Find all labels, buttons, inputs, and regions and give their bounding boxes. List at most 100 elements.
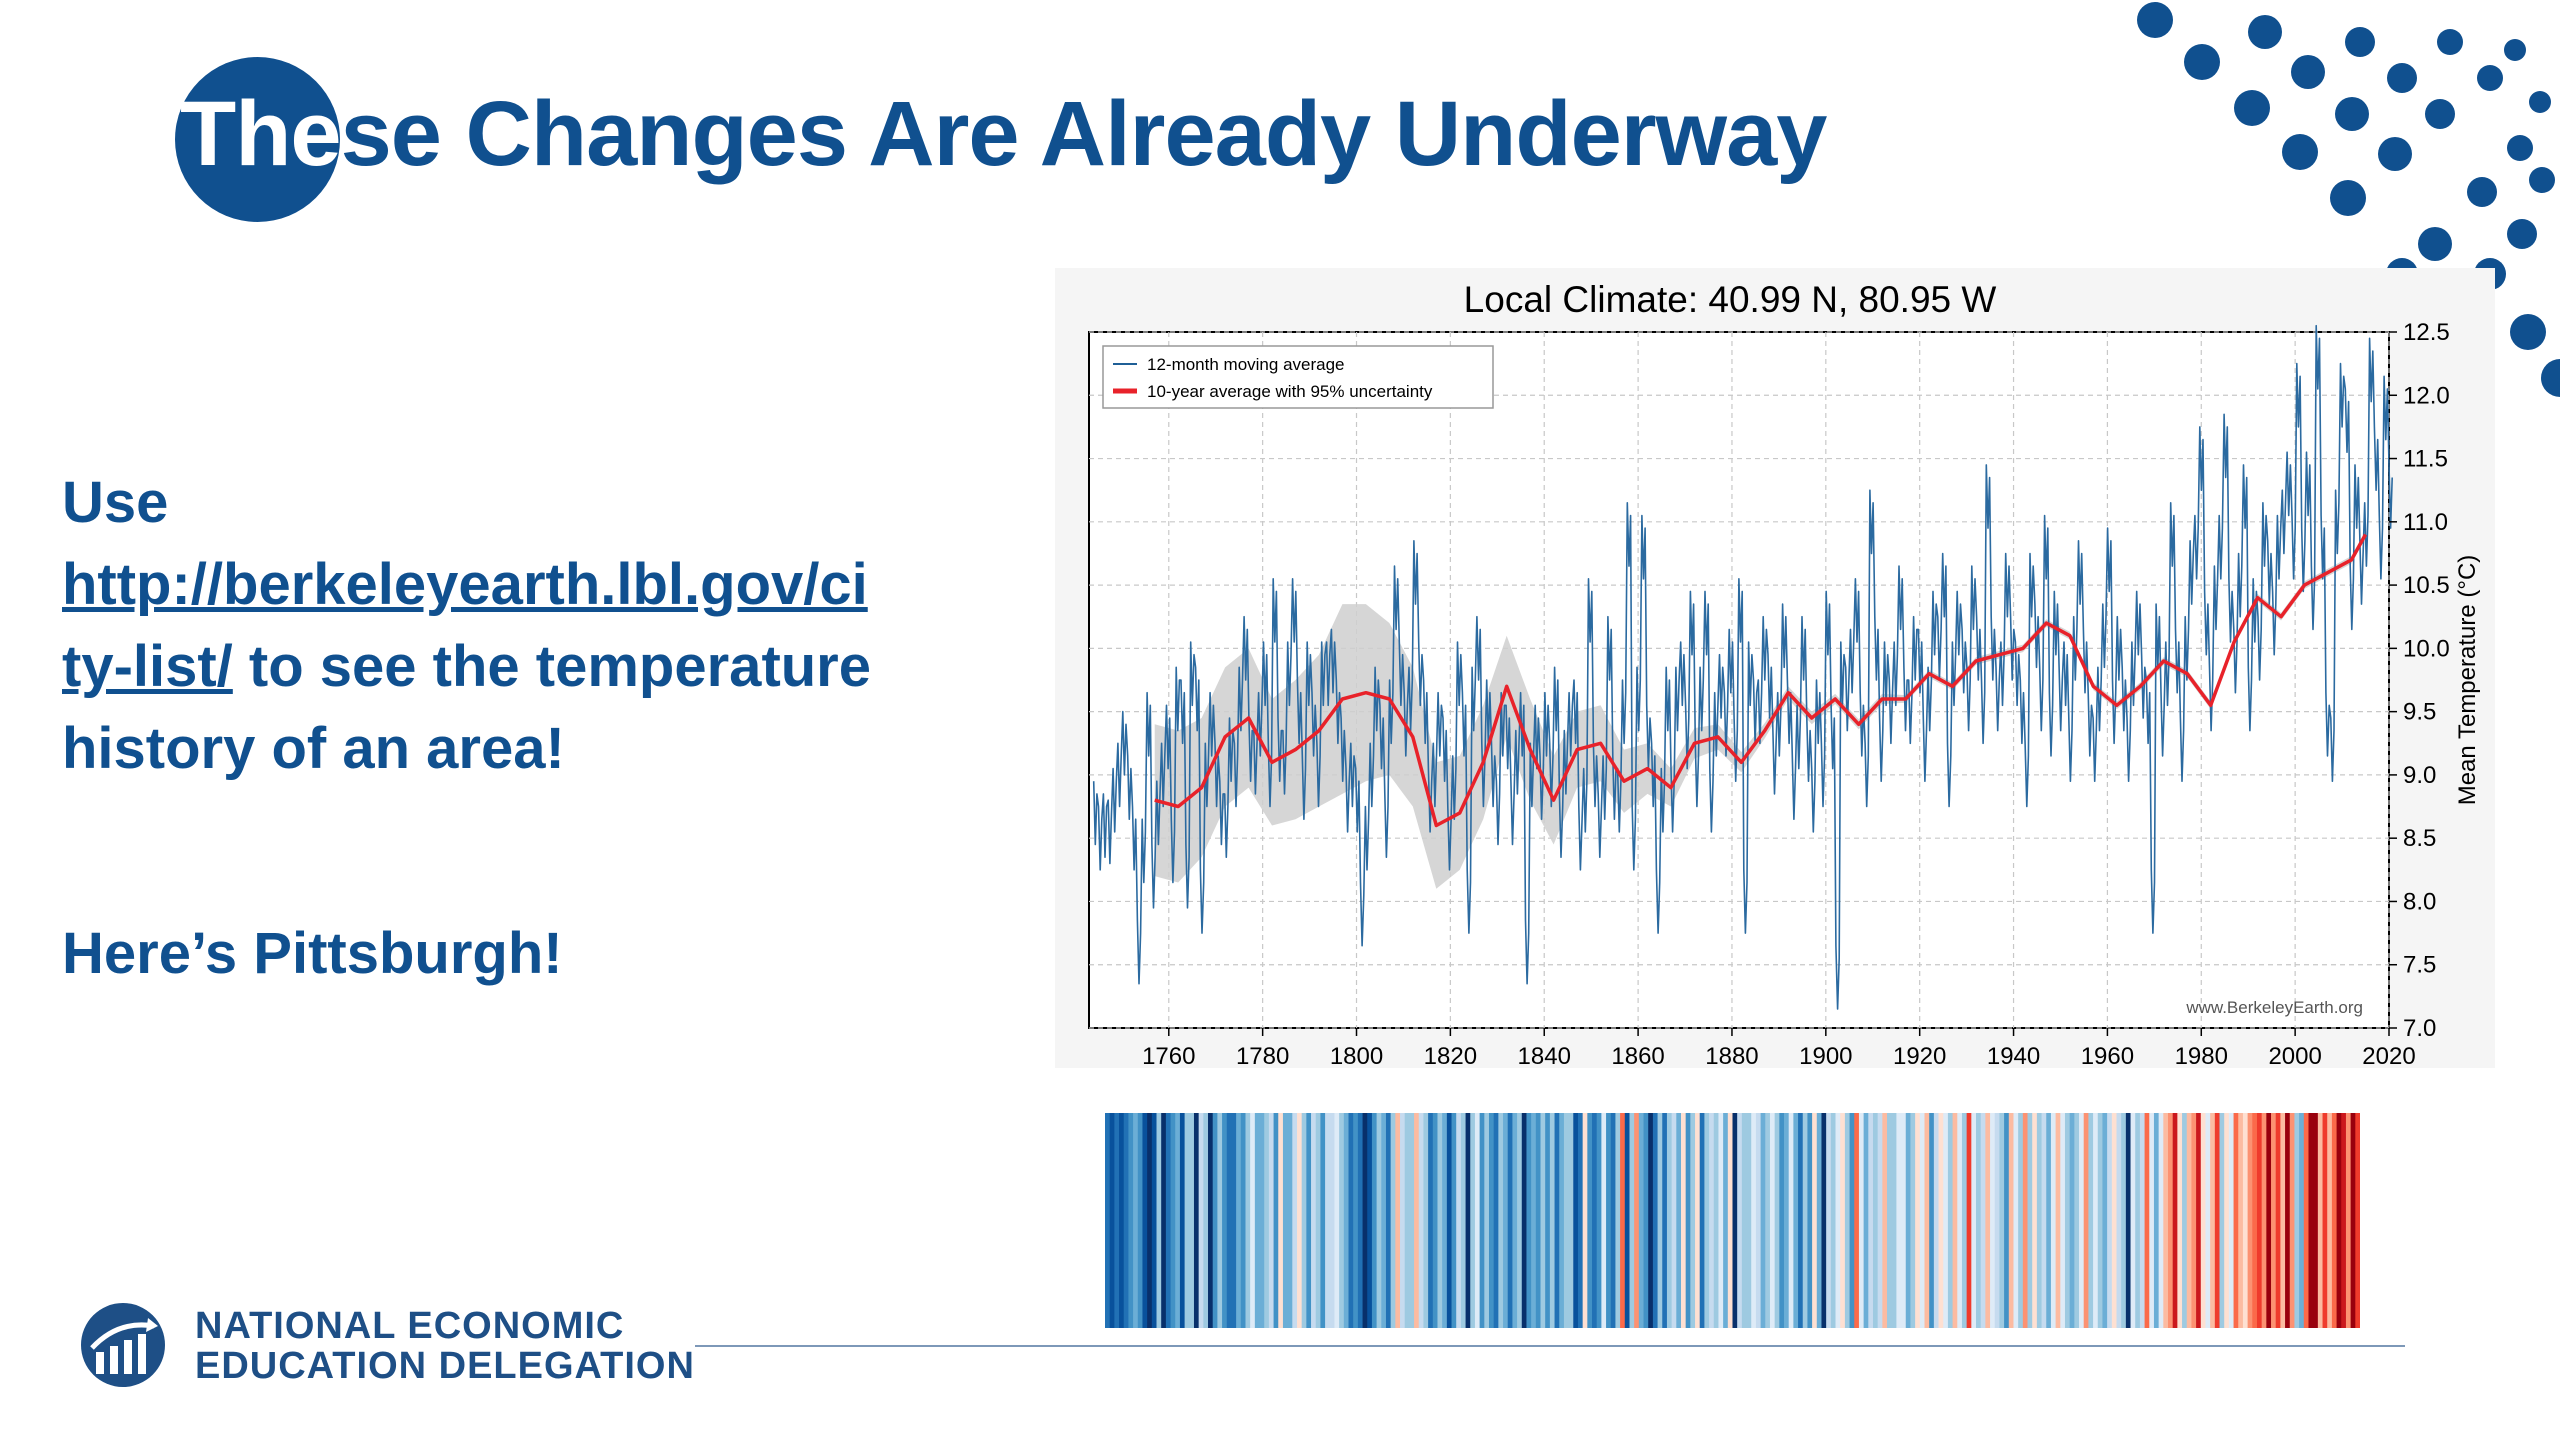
stripe bbox=[1643, 1113, 1649, 1328]
stripe bbox=[1835, 1113, 1841, 1328]
line-12-month-moving-average bbox=[1092, 324, 2393, 1010]
stripe bbox=[2102, 1113, 2108, 1328]
legend-label-10-year: 10-year average with 95% uncertainty bbox=[1147, 382, 1433, 401]
stripe bbox=[1629, 1113, 1635, 1328]
stripe bbox=[1114, 1113, 1120, 1328]
line-10-year-average bbox=[1154, 533, 2368, 828]
stripe bbox=[1474, 1113, 1481, 1328]
stripe bbox=[1760, 1113, 1766, 1328]
stripe bbox=[1652, 1113, 1659, 1328]
stripe bbox=[1301, 1113, 1307, 1328]
berkeley-link-line1: http://berkeleyearth.lbl.gov/ci bbox=[62, 552, 868, 617]
stripe bbox=[1292, 1113, 1298, 1328]
stripe bbox=[1718, 1113, 1724, 1328]
stripe bbox=[1451, 1113, 1457, 1328]
stripe bbox=[1601, 1113, 1607, 1328]
stripe bbox=[1746, 1113, 1752, 1328]
stripe bbox=[2336, 1113, 2342, 1328]
stripe bbox=[1521, 1113, 1528, 1328]
stripe bbox=[1409, 1113, 1415, 1328]
stripe bbox=[1971, 1113, 1977, 1328]
slide-title: These Changes Are Already Underway bbox=[180, 82, 1827, 187]
stripe bbox=[1563, 1113, 1570, 1328]
stripe bbox=[1990, 1113, 1996, 1328]
instruction-text: Use http://berkeleyearth.lbl.gov/ci ty-li… bbox=[62, 462, 1042, 790]
stripe bbox=[2256, 1113, 2263, 1328]
stripe bbox=[1648, 1113, 1654, 1328]
stripe bbox=[1905, 1113, 1912, 1328]
stripe bbox=[2271, 1113, 2277, 1328]
stripe bbox=[2018, 1113, 2024, 1328]
stripe bbox=[1226, 1113, 1233, 1328]
stripe bbox=[1671, 1113, 1677, 1328]
y-tick-label: 9.0 bbox=[2403, 762, 2436, 789]
stripe bbox=[2158, 1113, 2164, 1328]
x-tick-label: 1760 bbox=[1142, 1043, 1195, 1068]
organization-name-line1: NATIONAL ECONOMIC bbox=[195, 1305, 625, 1347]
series-10-year bbox=[1154, 533, 2368, 828]
stripe bbox=[1638, 1113, 1645, 1328]
stripe bbox=[1147, 1113, 1153, 1328]
stripe bbox=[2210, 1113, 2216, 1328]
title-highlight: The bbox=[180, 83, 342, 185]
stripe bbox=[1858, 1113, 1865, 1328]
stripe bbox=[1924, 1113, 1930, 1328]
stripe bbox=[1428, 1113, 1434, 1328]
stripe bbox=[1343, 1113, 1350, 1328]
stripe bbox=[1620, 1113, 1626, 1328]
stripe bbox=[1184, 1113, 1190, 1328]
stripe bbox=[2022, 1113, 2029, 1328]
stripe bbox=[2172, 1113, 2178, 1328]
berkeley-link-line2: ty-list/ bbox=[62, 634, 233, 699]
stripe bbox=[1105, 1113, 1111, 1328]
chart-container: Local Climate: 40.99 N, 80.95 W 1760 1780… bbox=[1055, 268, 2495, 1068]
stripe bbox=[2191, 1113, 2197, 1328]
y-tick-label: 12.5 bbox=[2403, 319, 2450, 346]
y-axis-label: Mean Temperature (°C) bbox=[2454, 555, 2481, 806]
stripe bbox=[1812, 1113, 1818, 1328]
stripe bbox=[2238, 1113, 2244, 1328]
stripe bbox=[1498, 1113, 1504, 1328]
stripe bbox=[1254, 1113, 1261, 1328]
stripe bbox=[1123, 1113, 1130, 1328]
stripe bbox=[2214, 1113, 2221, 1328]
stripe bbox=[1470, 1113, 1476, 1328]
stripe bbox=[1947, 1113, 1954, 1328]
stripe bbox=[1624, 1113, 1631, 1328]
stripe bbox=[2186, 1113, 2193, 1328]
stripe bbox=[1568, 1113, 1574, 1328]
stripe bbox=[1245, 1113, 1251, 1328]
stripe bbox=[2355, 1113, 2360, 1328]
stripe bbox=[1774, 1113, 1780, 1328]
y-tick-label: 10.0 bbox=[2403, 635, 2450, 662]
stripe bbox=[1198, 1113, 1204, 1328]
stripe bbox=[2285, 1113, 2291, 1328]
stripe bbox=[2280, 1113, 2286, 1328]
stripe bbox=[1250, 1113, 1256, 1328]
stripe bbox=[1769, 1113, 1776, 1328]
stripe bbox=[1919, 1113, 1926, 1328]
stripe bbox=[2168, 1113, 2174, 1328]
ned-logo-icon bbox=[81, 1303, 165, 1387]
stripe bbox=[1259, 1113, 1265, 1328]
stripe bbox=[1353, 1113, 1359, 1328]
stripe bbox=[2069, 1113, 2075, 1328]
stripe bbox=[1737, 1113, 1743, 1328]
stripe bbox=[1381, 1113, 1387, 1328]
stripe bbox=[1980, 1113, 1986, 1328]
stripe bbox=[2322, 1113, 2328, 1328]
stripe bbox=[1723, 1113, 1729, 1328]
stripe bbox=[1423, 1113, 1429, 1328]
stripe bbox=[1961, 1113, 1968, 1328]
stripe bbox=[1526, 1113, 1532, 1328]
instruction-prefix: Use bbox=[62, 470, 169, 535]
stripe bbox=[2289, 1113, 2296, 1328]
stripe bbox=[1488, 1113, 1495, 1328]
stripe bbox=[2196, 1113, 2202, 1328]
stripe bbox=[1418, 1113, 1425, 1328]
stripe bbox=[1339, 1113, 1345, 1328]
pittsburgh-label: Here’s Pittsburgh! bbox=[62, 921, 563, 986]
stripe bbox=[1788, 1113, 1794, 1328]
berkeley-link[interactable]: http://berkeleyearth.lbl.gov/ci ty-list/ bbox=[62, 552, 868, 699]
stripe bbox=[1741, 1113, 1748, 1328]
